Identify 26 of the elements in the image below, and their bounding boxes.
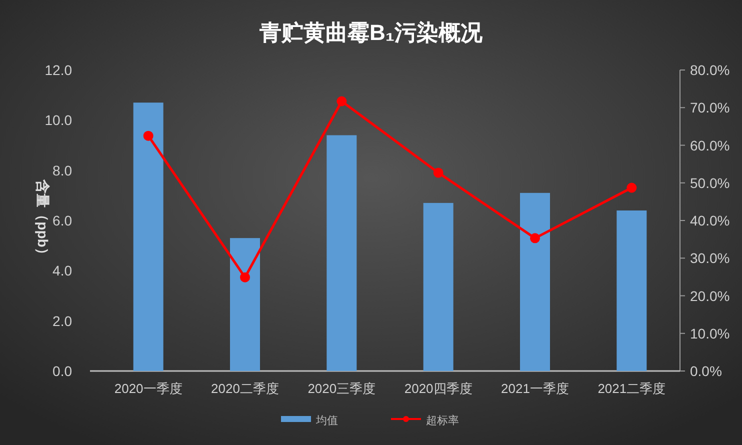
- legend-label: 均值: [315, 415, 338, 427]
- chart-title: 青贮黄曲霉B₁污染概况: [258, 20, 484, 45]
- y-tick-label: 2.0: [52, 312, 72, 329]
- y2-tick-label: 70.0%: [690, 100, 730, 116]
- x-tick-label: 2020一季度: [114, 381, 182, 396]
- y-tick-label: 8.0: [52, 162, 72, 178]
- x-tick-label: 2021二季度: [598, 381, 666, 396]
- y2-tick-label: 40.0%: [690, 212, 730, 228]
- y2-tick-label: 30.0%: [690, 250, 730, 266]
- y-tick-label: 6.0: [52, 212, 72, 228]
- legend-label: 超标率: [426, 414, 459, 427]
- y-axis-title: 含量（ppb）: [35, 178, 51, 262]
- y-tick-label: 4.0: [52, 262, 72, 279]
- y-tick-label: 12.0: [44, 62, 72, 78]
- y2-tick-label: 80.0%: [690, 62, 730, 78]
- x-tick-label: 2020二季度: [211, 381, 279, 396]
- x-tick-label: 2021一季度: [501, 381, 569, 396]
- y2-tick-label: 0.0%: [690, 363, 722, 379]
- y2-tick-label: 50.0%: [690, 174, 730, 191]
- y-tick-label: 0.0: [52, 363, 72, 379]
- x-tick-label: 2020四季度: [404, 381, 472, 396]
- y2-tick-label: 10.0%: [690, 325, 730, 342]
- y-tick-label: 10.0: [44, 112, 72, 128]
- y2-tick-label: 20.0%: [690, 288, 730, 304]
- x-tick-label: 2020三季度: [308, 381, 376, 396]
- y2-tick-label: 60.0%: [690, 137, 730, 154]
